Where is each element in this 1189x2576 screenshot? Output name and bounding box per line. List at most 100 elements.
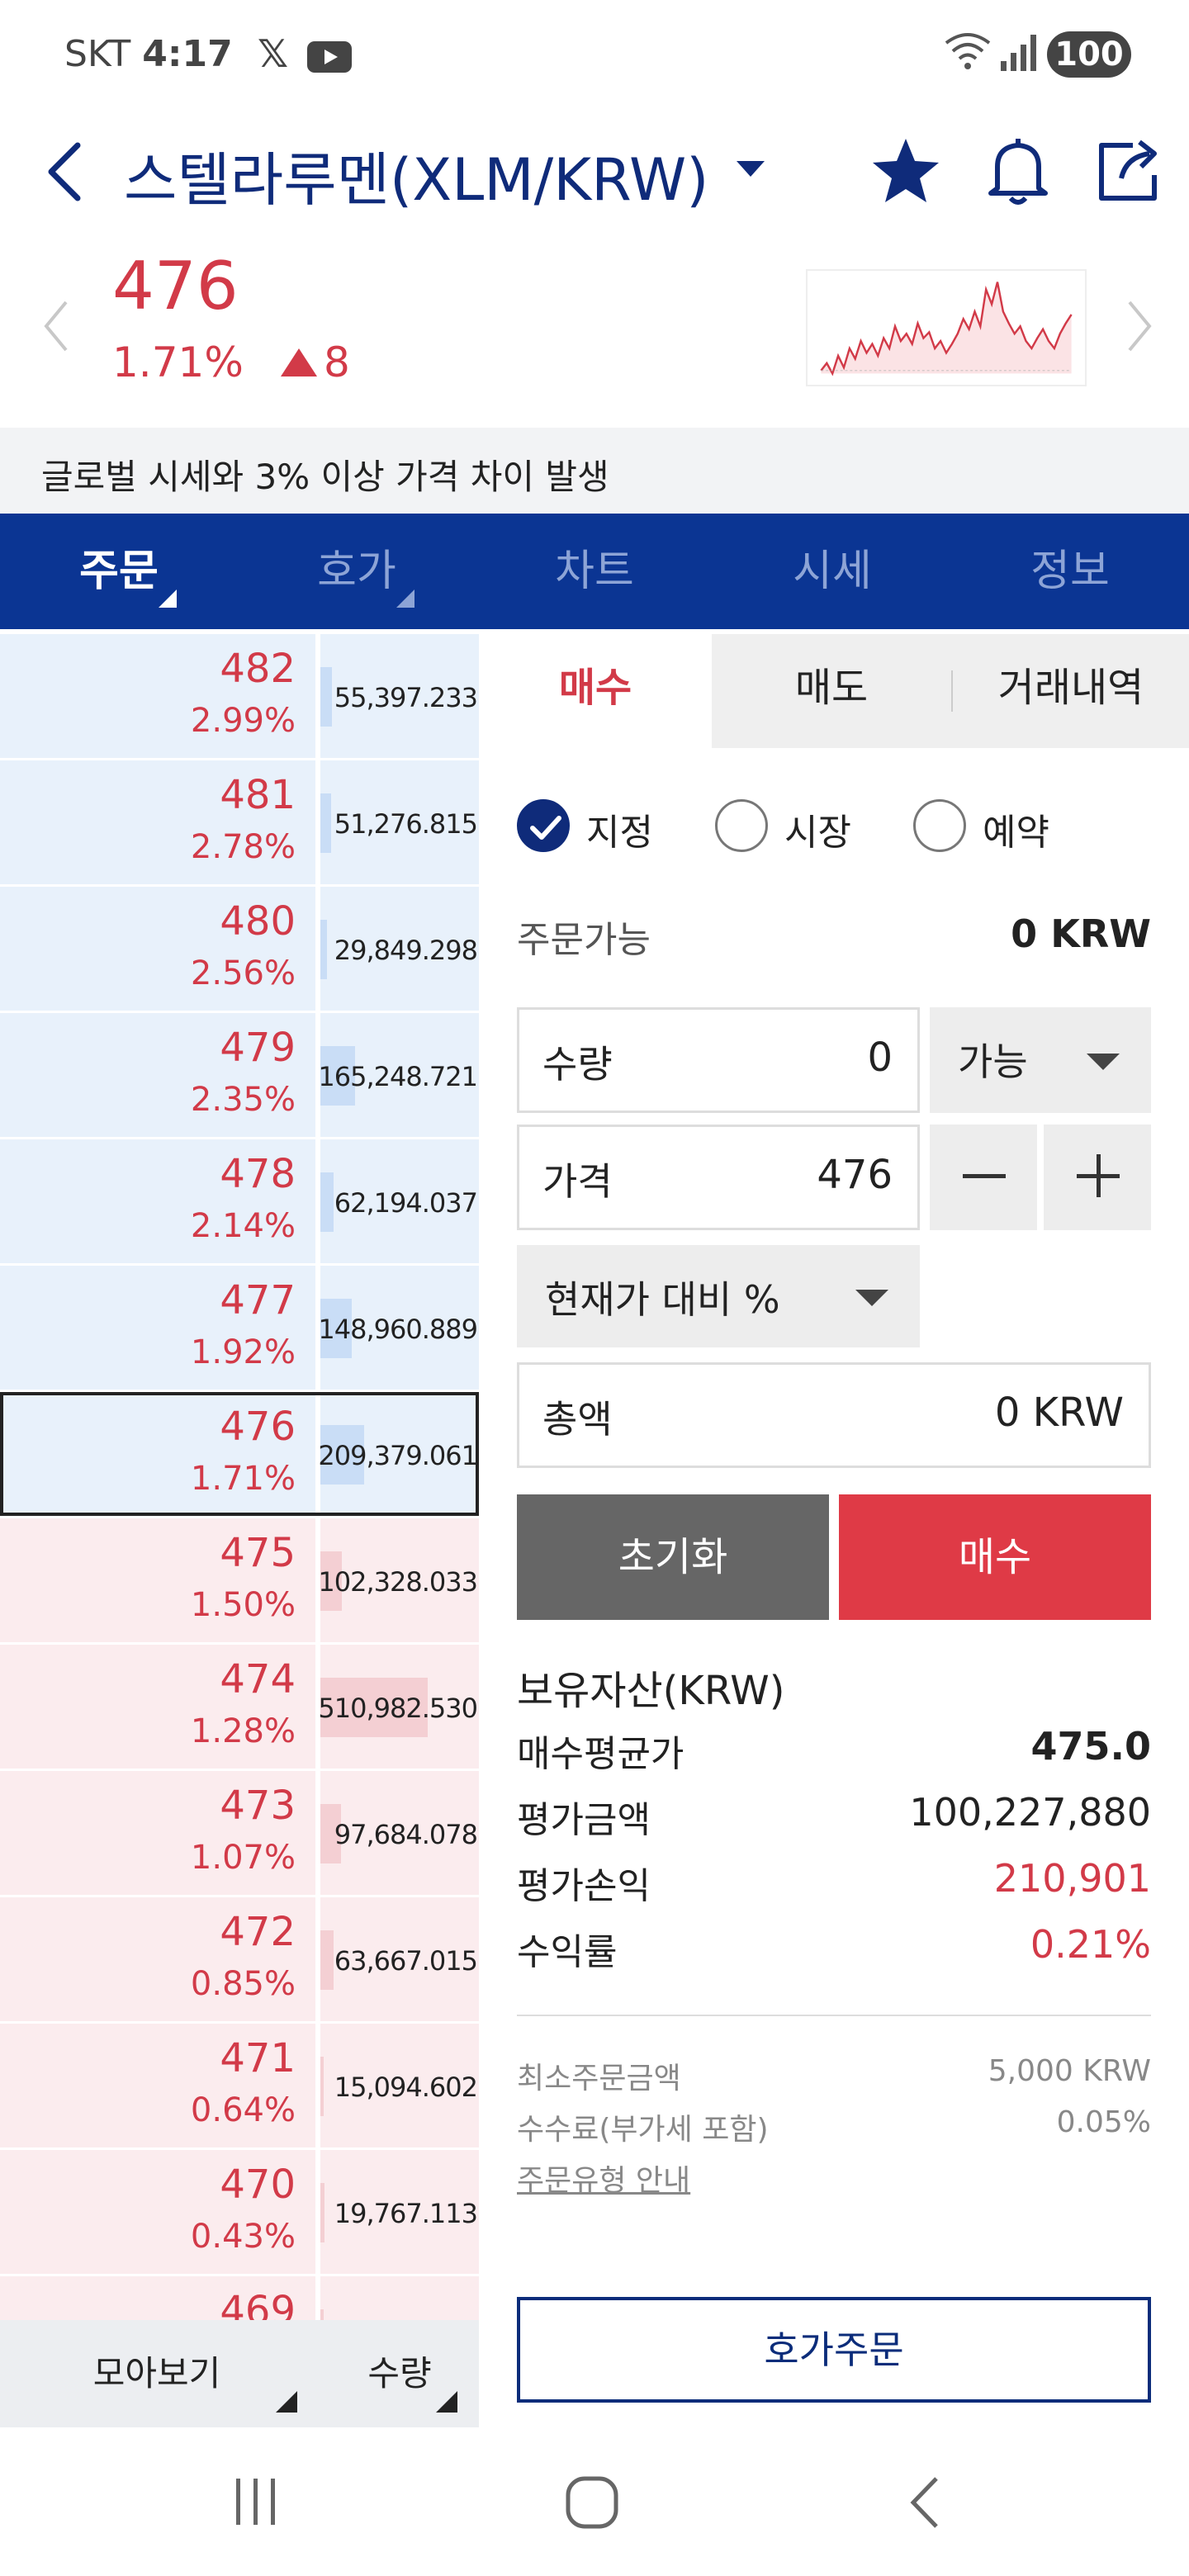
min-order-value: 5,000 KRW — [988, 2054, 1151, 2088]
order-type-guide-link[interactable]: 주문유형 안내 — [517, 2164, 691, 2198]
radio-limit[interactable]: 지정 — [517, 791, 682, 857]
percent-select[interactable]: 현재가 대비 % — [517, 1245, 920, 1347]
return-rate-label: 수익률 — [517, 1931, 618, 1973]
back-icon[interactable] — [41, 139, 91, 205]
price-decrease-button[interactable] — [930, 1125, 1037, 1230]
orderbook-row[interactable]: 473 1.07% 97,684.078 — [0, 1771, 479, 1897]
orderbook-row[interactable]: 470 0.43% 19,767.113 — [0, 2150, 479, 2276]
orderbook-price-cell[interactable]: 473 1.07% — [0, 1771, 315, 1895]
buy-button[interactable]: 매수 — [839, 1494, 1151, 1620]
orderbook-row[interactable]: 472 0.85% 63,667.015 — [0, 1897, 479, 2024]
orderbook-price-cell[interactable]: 476 1.71% — [0, 1392, 315, 1516]
orderbook-volume: 102,328.033 — [318, 1566, 478, 1598]
orderbook-volume-cell[interactable]: 209,379.061 — [318, 1392, 479, 1516]
recents-icon[interactable] — [231, 2477, 281, 2526]
orderbook-volume-cell[interactable]: 165,248.721 — [318, 1013, 479, 1137]
orderbook-price-cell[interactable]: 477 1.92% — [0, 1266, 315, 1390]
quantity-mode-button[interactable]: 수량 — [320, 2320, 479, 2427]
orderbook-percent: 2.35% — [190, 1081, 296, 1119]
prev-arrow-icon[interactable] — [40, 297, 73, 355]
orderbook-volume: 510,982.530 — [318, 1693, 478, 1724]
orderbook-row[interactable]: 475 1.50% 102,328.033 — [0, 1518, 479, 1645]
star-icon[interactable] — [869, 134, 943, 208]
orderbook-row[interactable]: 482 2.99% 55,397.233 — [0, 634, 479, 760]
orderbook-volume-cell[interactable]: 97,684.078 — [320, 1771, 479, 1895]
orderbook-row[interactable]: 479 2.35% 165,248.721 — [0, 1013, 479, 1139]
price-summary: 476 1.71% 8 — [0, 239, 1189, 413]
radio-reserve[interactable]: 예약 — [913, 791, 1078, 857]
orderbook-price: 479 — [220, 1025, 296, 1071]
orderbook-volume-cell[interactable]: 29,849.298 — [320, 887, 479, 1011]
orderbook-price-cell[interactable]: 474 1.28% — [0, 1645, 315, 1769]
book-order-button[interactable]: 호가주문 — [517, 2297, 1151, 2403]
market-title[interactable]: 스텔라루멘(XLM/KRW) — [124, 146, 709, 214]
volume-bar — [320, 1425, 364, 1485]
reset-button[interactable]: 초기화 — [517, 1494, 829, 1620]
orderbook-row[interactable]: 481 2.78% 51,276.815 — [0, 760, 479, 887]
orderbook-price-cell[interactable]: 471 0.64% — [0, 2024, 315, 2147]
tab-history[interactable]: 거래내역 — [997, 665, 1144, 711]
orderbook-volume: 148,960.889 — [318, 1314, 478, 1345]
orderbook-volume-cell[interactable]: 63,667.015 — [320, 1897, 479, 2021]
tab-order[interactable]: 주문 — [0, 514, 238, 629]
orderbook-volume-cell[interactable]: 148,960.889 — [318, 1266, 479, 1390]
orderbook-percent: 2.99% — [190, 702, 296, 740]
volume-bar — [320, 1551, 342, 1611]
quantity-field[interactable]: 수량 0 — [517, 1007, 920, 1113]
home-icon[interactable] — [565, 2475, 619, 2530]
orderbook-row[interactable]: 469 — [0, 2276, 479, 2320]
tab-divider — [951, 670, 953, 712]
next-arrow-icon[interactable] — [1123, 297, 1156, 355]
price-input[interactable]: 476 — [817, 1152, 893, 1198]
tab-buy[interactable]: 매수 — [479, 634, 712, 748]
price-increase-button[interactable] — [1044, 1125, 1151, 1230]
bell-icon[interactable] — [981, 134, 1055, 208]
total-field[interactable]: 총액 0 KRW — [517, 1362, 1151, 1468]
orderbook-volume-cell[interactable]: 51,276.815 — [320, 760, 479, 884]
orderbook-volume-cell[interactable]: 55,397.233 — [320, 634, 479, 758]
orderbook-volume-cell[interactable]: 102,328.033 — [318, 1518, 479, 1642]
orderbook-price-cell[interactable]: 482 2.99% — [0, 634, 315, 758]
orderbook-price-cell[interactable]: 478 2.14% — [0, 1139, 315, 1263]
quantity-select[interactable]: 가능 — [930, 1007, 1151, 1113]
quantity-input[interactable]: 0 — [867, 1035, 893, 1081]
orderbook-row[interactable]: 474 1.28% 510,982.530 — [0, 1645, 479, 1771]
current-price-highlight — [0, 1392, 479, 1516]
orderbook-row[interactable]: 478 2.14% 62,194.037 — [0, 1139, 479, 1266]
orderbook-volume-cell[interactable] — [320, 2276, 479, 2320]
price-field[interactable]: 가격 476 — [517, 1125, 920, 1230]
orderbook-percent: 0.64% — [190, 2091, 296, 2129]
orderbook-price-cell[interactable]: 480 2.56% — [0, 887, 315, 1011]
orderbook-row[interactable]: 480 2.56% 29,849.298 — [0, 887, 479, 1013]
orderbook-row[interactable]: 471 0.64% 15,094.602 — [0, 2024, 479, 2150]
radio-market[interactable]: 시장 — [715, 791, 880, 857]
tab-chart[interactable]: 차트 — [555, 547, 634, 596]
orderbook-volume: 51,276.815 — [334, 808, 478, 840]
share-icon[interactable] — [1092, 134, 1166, 208]
orderbook-price-cell[interactable]: 481 2.78% — [0, 760, 315, 884]
orderbook-price-cell[interactable]: 470 0.43% — [0, 2150, 315, 2274]
status-carrier: SKT 4:17 — [64, 33, 233, 75]
orderbook-price-cell[interactable]: 472 0.85% — [0, 1897, 315, 2021]
tab-sell[interactable]: 매도 — [794, 665, 869, 711]
dropdown-caret-icon[interactable] — [737, 161, 765, 177]
back-nav-icon[interactable] — [907, 2475, 943, 2530]
orderbook-price-cell[interactable]: 475 1.50% — [0, 1518, 315, 1642]
orderbook-row[interactable]: 477 1.92% 148,960.889 — [0, 1266, 479, 1392]
orderbook-price-cell[interactable]: 479 2.35% — [0, 1013, 315, 1137]
orderbook-row-current[interactable]: 476 1.71% 209,379.061 — [0, 1392, 479, 1518]
orderbook-volume-cell[interactable]: 510,982.530 — [318, 1645, 479, 1769]
orderbook-volume-cell[interactable]: 62,194.037 — [320, 1139, 479, 1263]
tab-market[interactable]: 시세 — [793, 547, 872, 596]
tab-orderbook[interactable]: 호가 — [238, 514, 476, 629]
orderbook[interactable]: 482 2.99% 55,397.233 481 2.78% 51,276.815 480 2… — [0, 634, 479, 2320]
main-tabs: 주문 호가 차트 시세 정보 — [0, 514, 1189, 629]
orderbook-volume-cell[interactable]: 15,094.602 — [320, 2024, 479, 2147]
tab-info[interactable]: 정보 — [1030, 547, 1110, 596]
orderbook-price: 478 — [220, 1151, 296, 1197]
group-view-button[interactable]: 모아보기 — [0, 2320, 314, 2427]
sparkline-chart[interactable] — [806, 269, 1087, 386]
orderbook-price-cell[interactable]: 469 — [0, 2276, 315, 2320]
orderbook-volume-cell[interactable]: 19,767.113 — [320, 2150, 479, 2274]
orderbook-percent: 2.56% — [190, 954, 296, 992]
